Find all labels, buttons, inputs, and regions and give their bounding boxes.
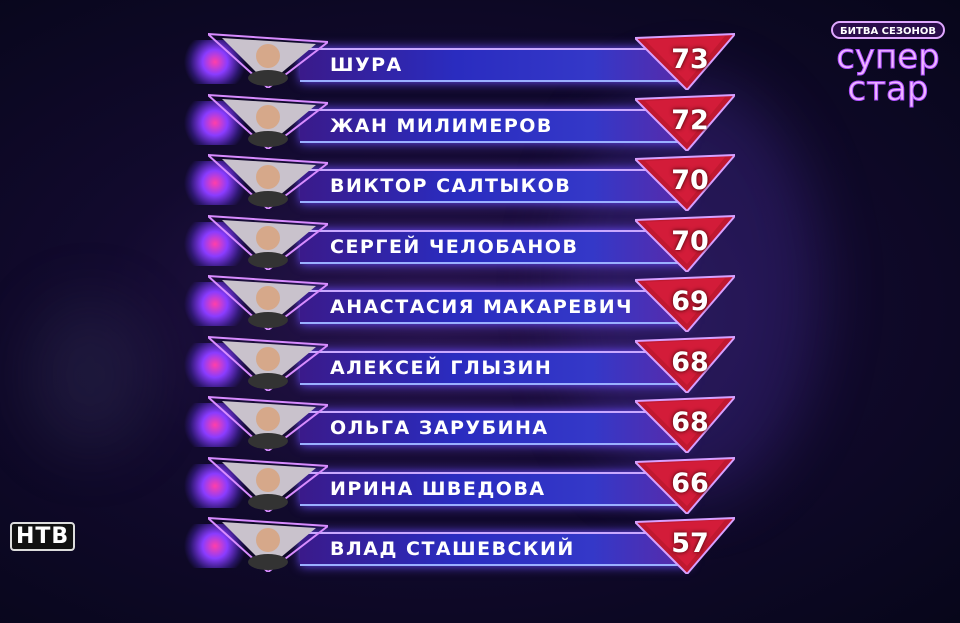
leaderboard-row: ВЛАД СТАШЕВСКИЙ 57 — [160, 516, 760, 574]
name-bar — [300, 411, 690, 445]
contestant-name: ОЛЬГА ЗАРУБИНА — [330, 417, 549, 439]
svg-text:супер: супер — [836, 37, 940, 77]
leaderboard-row: ШУРА 73 — [160, 32, 760, 90]
contestant-score: 66 — [671, 467, 709, 499]
contestant-name: ВИКТОР САЛТЫКОВ — [330, 175, 572, 197]
contestant-score: 70 — [671, 225, 709, 257]
name-bar — [300, 229, 690, 264]
contestant-name: АЛЕКСЕЙ ГЛЫЗИН — [330, 356, 553, 379]
leaderboard-row: ЖАН МИЛИМЕРОВ 72 — [160, 93, 760, 151]
leaderboard-row: АНАСТАСИЯ МАКАРЕВИЧ 69 — [160, 274, 760, 332]
contestant-name: АНАСТАСИЯ МАКАРЕВИЧ — [330, 296, 633, 318]
svg-text:стар: стар — [848, 69, 929, 109]
name-bar — [300, 471, 690, 506]
leaderboard-row: ИРИНА ШВЕДОВА 66 — [160, 456, 760, 514]
name-bar — [300, 169, 690, 203]
name-bar — [300, 532, 690, 566]
avatar — [208, 32, 328, 88]
contestant-score: 72 — [671, 104, 709, 136]
leaderboard-row: СЕРГЕЙ ЧЕЛОБАНОВ 70 — [160, 214, 760, 272]
name-bar — [300, 290, 690, 324]
avatar — [208, 516, 328, 572]
avatar — [208, 456, 328, 512]
avatar — [208, 274, 328, 330]
contestant-score: 69 — [671, 286, 709, 317]
contestant-score: 73 — [671, 44, 709, 75]
leaderboard-row: АЛЕКСЕЙ ГЛЫЗИН 68 — [160, 335, 760, 393]
score-badge — [635, 516, 735, 574]
svg-text:БИТВА СЕЗОНОВ: БИТВА СЕЗОНОВ — [840, 26, 936, 37]
avatar — [208, 153, 328, 209]
contestant-score: 68 — [671, 346, 709, 378]
name-bar — [300, 108, 690, 143]
channel-logo: НТВ — [10, 522, 76, 551]
background-glow — [30, 300, 150, 450]
contestant-name: ВЛАД СТАШЕВСКИЙ — [330, 538, 575, 560]
score-badge — [635, 93, 735, 151]
score-badge — [635, 456, 735, 514]
avatar — [208, 93, 328, 149]
score-badge — [635, 32, 735, 90]
avatar — [208, 335, 328, 391]
leaderboard-row: ВИКТОР САЛТЫКОВ 70 — [160, 153, 760, 211]
name-bar — [300, 350, 690, 385]
contestant-score: 68 — [671, 407, 709, 438]
contestant-score: 70 — [671, 165, 709, 196]
score-badge — [635, 335, 735, 393]
score-badge — [635, 214, 735, 272]
contestant-name: ИРИНА ШВЕДОВА — [330, 477, 546, 500]
score-badge — [635, 395, 735, 453]
contestant-name: СЕРГЕЙ ЧЕЛОБАНОВ — [330, 235, 579, 258]
leaderboard-row: ОЛЬГА ЗАРУБИНА 68 — [160, 395, 760, 453]
contestant-score: 57 — [671, 528, 709, 559]
avatar — [208, 395, 328, 451]
contestant-name: ЖАН МИЛИМЕРОВ — [330, 114, 553, 137]
contestant-name: ШУРА — [330, 54, 403, 76]
score-badge — [635, 153, 735, 211]
show-logo: БИТВА СЕЗОНОВ супер стар — [831, 21, 945, 110]
avatar — [208, 214, 328, 270]
score-badge — [635, 274, 735, 332]
name-bar — [300, 48, 690, 82]
